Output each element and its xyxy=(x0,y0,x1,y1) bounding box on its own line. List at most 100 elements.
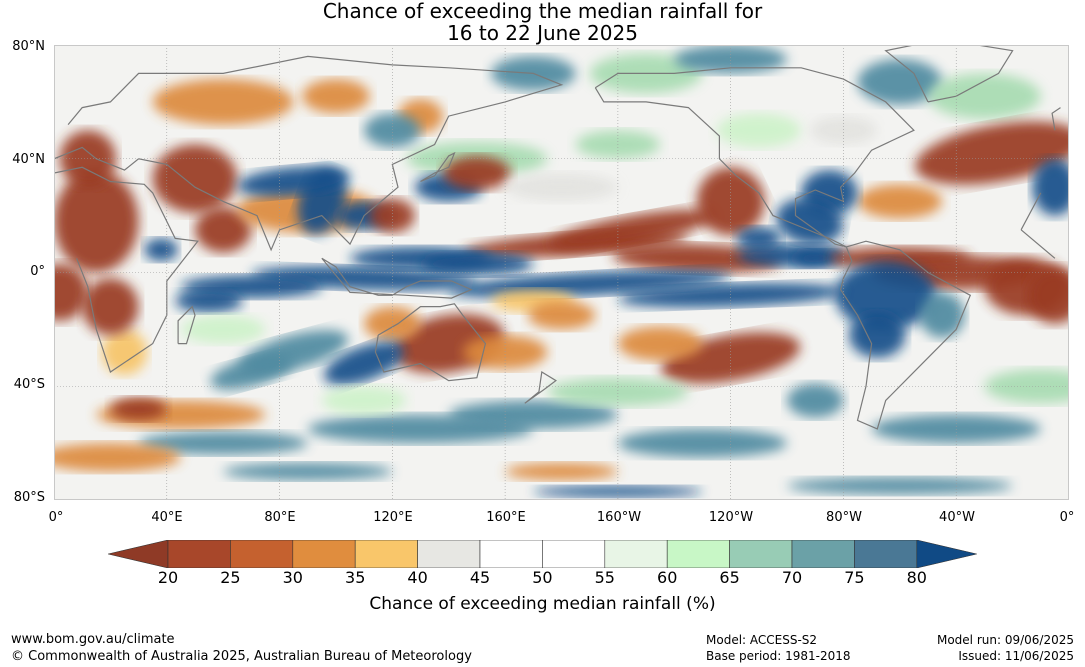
footer-model: Model: ACCESS-S2 xyxy=(706,633,818,647)
footer-base-period: Base period: 1981-2018 xyxy=(706,649,851,663)
lon-label-80w: 80°W xyxy=(826,510,862,525)
colorbar-cell xyxy=(666,540,730,568)
colorbar-tick-label: 35 xyxy=(345,568,366,587)
coastline xyxy=(524,371,557,404)
lon-label-0-east: 0° xyxy=(1059,510,1075,525)
colorbar-tick-label: 45 xyxy=(469,568,491,587)
probability-patch xyxy=(144,238,179,262)
probability-patch xyxy=(110,397,167,421)
probability-patch xyxy=(210,354,293,390)
coastline xyxy=(54,166,1056,373)
footer-issued: Issued: 11/06/2025 xyxy=(958,649,1074,663)
probability-field xyxy=(54,45,1069,498)
lat-label-40n: 40°N xyxy=(12,152,45,167)
footer-model-run: Model run: 09/06/2025 xyxy=(936,633,1074,647)
probability-patch xyxy=(505,463,618,481)
lon-label-160w: 160°W xyxy=(596,510,642,525)
colorbar-tick-label: 80 xyxy=(906,568,927,587)
colorbar-tick-label: 30 xyxy=(282,568,303,587)
probability-patch xyxy=(54,170,139,273)
colorbar-tick-label: 25 xyxy=(220,568,241,587)
probability-patch xyxy=(617,428,788,458)
coastline xyxy=(884,45,1014,103)
probability-patch xyxy=(716,113,802,148)
probability-patch xyxy=(369,198,415,233)
colorbar-tick-label: 50 xyxy=(532,568,553,587)
probability-patch xyxy=(223,463,393,481)
probability-patch xyxy=(674,45,788,74)
rainfall-probability-map xyxy=(54,45,1069,500)
probability-patch xyxy=(792,249,838,267)
probability-patch xyxy=(420,252,534,276)
colorbar-tick-label: 60 xyxy=(657,568,678,587)
footer-copyright: © Commonwealth of Australia 2025, Austra… xyxy=(11,649,472,664)
probability-patch xyxy=(462,335,548,370)
probability-patch xyxy=(834,261,937,330)
probability-patch xyxy=(152,144,238,213)
colorbar-tick-label: 70 xyxy=(781,568,803,587)
colorbar-cell xyxy=(791,540,855,568)
colorbar-label: Chance of exceeding median rainfall (%) xyxy=(369,594,716,614)
lat-label-40s: 40°S xyxy=(13,377,45,392)
colorbar-cell xyxy=(292,540,356,568)
footer-credits: www.bom.gov.au/climate © Commonwealth of… xyxy=(11,631,472,665)
map-title-line-2: 16 to 22 June 2025 xyxy=(447,21,638,45)
lon-label-40w: 40°W xyxy=(939,510,975,525)
lon-label-80e: 80°E xyxy=(264,510,296,525)
probability-patch xyxy=(787,383,844,418)
colorbar-cell xyxy=(417,540,481,568)
map-title-line-1: Chance of exceeding the median rainfall … xyxy=(322,0,763,23)
probability-patch xyxy=(849,312,906,358)
footer-url: www.bom.gov.au/climate xyxy=(11,632,175,647)
probability-patch xyxy=(302,79,370,114)
probability-patch xyxy=(548,209,716,251)
coastline xyxy=(839,240,972,430)
colorbar-extend-low xyxy=(108,540,169,568)
probability-patch xyxy=(194,207,252,253)
colorbar-tick-label: 75 xyxy=(844,568,865,587)
probability-patch xyxy=(871,414,1041,444)
probability-patch xyxy=(364,306,421,341)
probability-patch xyxy=(54,263,88,321)
probability-patch xyxy=(321,386,407,415)
colorbar-tick-label: 20 xyxy=(157,568,179,587)
probability-patch xyxy=(237,166,350,197)
lon-label-120w: 120°W xyxy=(708,510,754,525)
lat-label-80s: 80°S xyxy=(13,490,45,505)
probability-patch xyxy=(612,243,782,273)
lat-label-80n: 80°N xyxy=(12,39,45,54)
graticule xyxy=(54,45,1069,500)
probability-patch xyxy=(527,300,596,330)
colorbar-cell xyxy=(604,540,668,568)
probability-patch xyxy=(533,485,703,498)
probability-patch xyxy=(736,227,782,250)
probability-patch xyxy=(547,377,689,407)
coastline xyxy=(374,303,487,382)
colorbar xyxy=(108,540,977,568)
probability-patch xyxy=(809,116,878,145)
probability-patch xyxy=(787,477,1013,495)
colorbar-cell xyxy=(230,540,294,568)
probability-patch xyxy=(175,289,243,313)
lon-label-160e: 160°E xyxy=(486,510,526,525)
probability-patch xyxy=(928,73,1041,119)
probability-patch xyxy=(617,326,703,361)
probability-patch xyxy=(776,198,844,245)
coastline xyxy=(1051,107,1061,131)
colorbar-tick-label: 65 xyxy=(719,568,740,587)
lat-label-0: 0° xyxy=(30,264,45,279)
probability-patch xyxy=(1026,266,1069,324)
probability-patch xyxy=(101,329,148,375)
colorbar-extend-high xyxy=(916,540,977,568)
colorbar-tick-label: 55 xyxy=(594,568,615,587)
colorbar-cell xyxy=(354,540,418,568)
probability-patch xyxy=(364,113,421,148)
colorbar-cell xyxy=(854,540,918,568)
coastline xyxy=(321,257,473,299)
coastlines xyxy=(54,45,1061,430)
probability-patch xyxy=(82,278,139,336)
colorbar-cell xyxy=(167,540,231,568)
probability-patch xyxy=(617,283,844,308)
coastline xyxy=(594,67,915,248)
probability-patch xyxy=(857,184,943,219)
